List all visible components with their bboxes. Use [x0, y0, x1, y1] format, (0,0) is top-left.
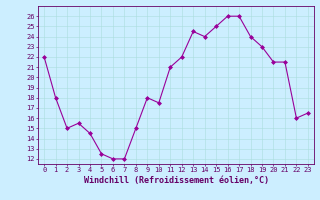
- X-axis label: Windchill (Refroidissement éolien,°C): Windchill (Refroidissement éolien,°C): [84, 176, 268, 185]
